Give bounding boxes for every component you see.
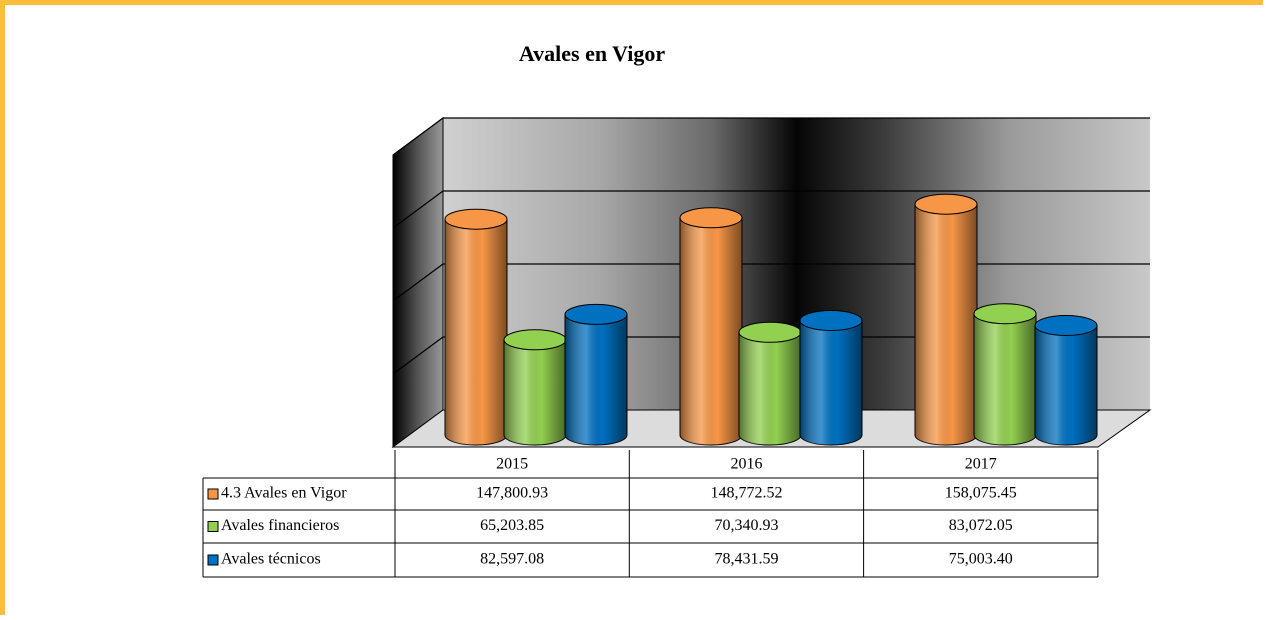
grid-line: [392, 263, 1150, 302]
bar-top: [503, 329, 567, 351]
bar-top: [973, 303, 1037, 325]
table-value: 70,340.93: [714, 517, 778, 534]
bar-top: [444, 208, 508, 230]
table-header: 2017: [965, 456, 997, 473]
bar-top: [738, 321, 802, 343]
bar: [738, 321, 802, 446]
bar: [973, 303, 1037, 446]
bar: [503, 329, 567, 446]
grid-line: [392, 117, 1150, 156]
legend-swatch: [207, 521, 219, 532]
bar-top: [679, 207, 743, 229]
bar-top: [1034, 314, 1098, 336]
table-value: 83,072.05: [949, 517, 1013, 534]
bar-shade: [504, 339, 566, 445]
legend-label: Avales financieros: [221, 517, 339, 534]
bar: [444, 208, 508, 446]
bar: [799, 309, 863, 446]
legend-swatch: [207, 488, 219, 500]
bar-shade: [915, 204, 977, 445]
bar: [1034, 314, 1098, 446]
legend-label: 4.3 Avales en Vigor: [221, 485, 347, 502]
bar: [679, 207, 743, 446]
table-value: 78,431.59: [714, 551, 778, 568]
table-value: 82,597.08: [480, 551, 544, 568]
table-value: 75,003.40: [949, 551, 1013, 568]
table-value: 148,772.52: [710, 485, 782, 502]
bar-shade: [565, 314, 627, 445]
table-value: 65,203.85: [480, 517, 544, 534]
grid-line: [392, 190, 1150, 229]
table-value: 147,800.93: [476, 485, 548, 502]
table-header: 2016: [730, 456, 762, 473]
table-value: 158,075.45: [945, 485, 1017, 502]
bar-shade: [445, 219, 507, 445]
bar: [564, 303, 628, 446]
bar-shade: [680, 217, 742, 445]
bar: [914, 193, 978, 446]
bar-top: [564, 303, 628, 325]
chart-title: Avales en Vigor: [519, 41, 665, 66]
bar-shade: [1035, 325, 1097, 445]
grid-line: [392, 336, 1150, 375]
legend-swatch: [207, 554, 219, 566]
bar-shade: [739, 332, 801, 445]
table-header: 2015: [496, 456, 528, 473]
bar-shade: [974, 313, 1036, 445]
bar-shade: [800, 320, 862, 445]
bar-top: [799, 309, 863, 331]
legend-label: Avales técnicos: [221, 551, 321, 568]
bar-top: [914, 193, 978, 215]
